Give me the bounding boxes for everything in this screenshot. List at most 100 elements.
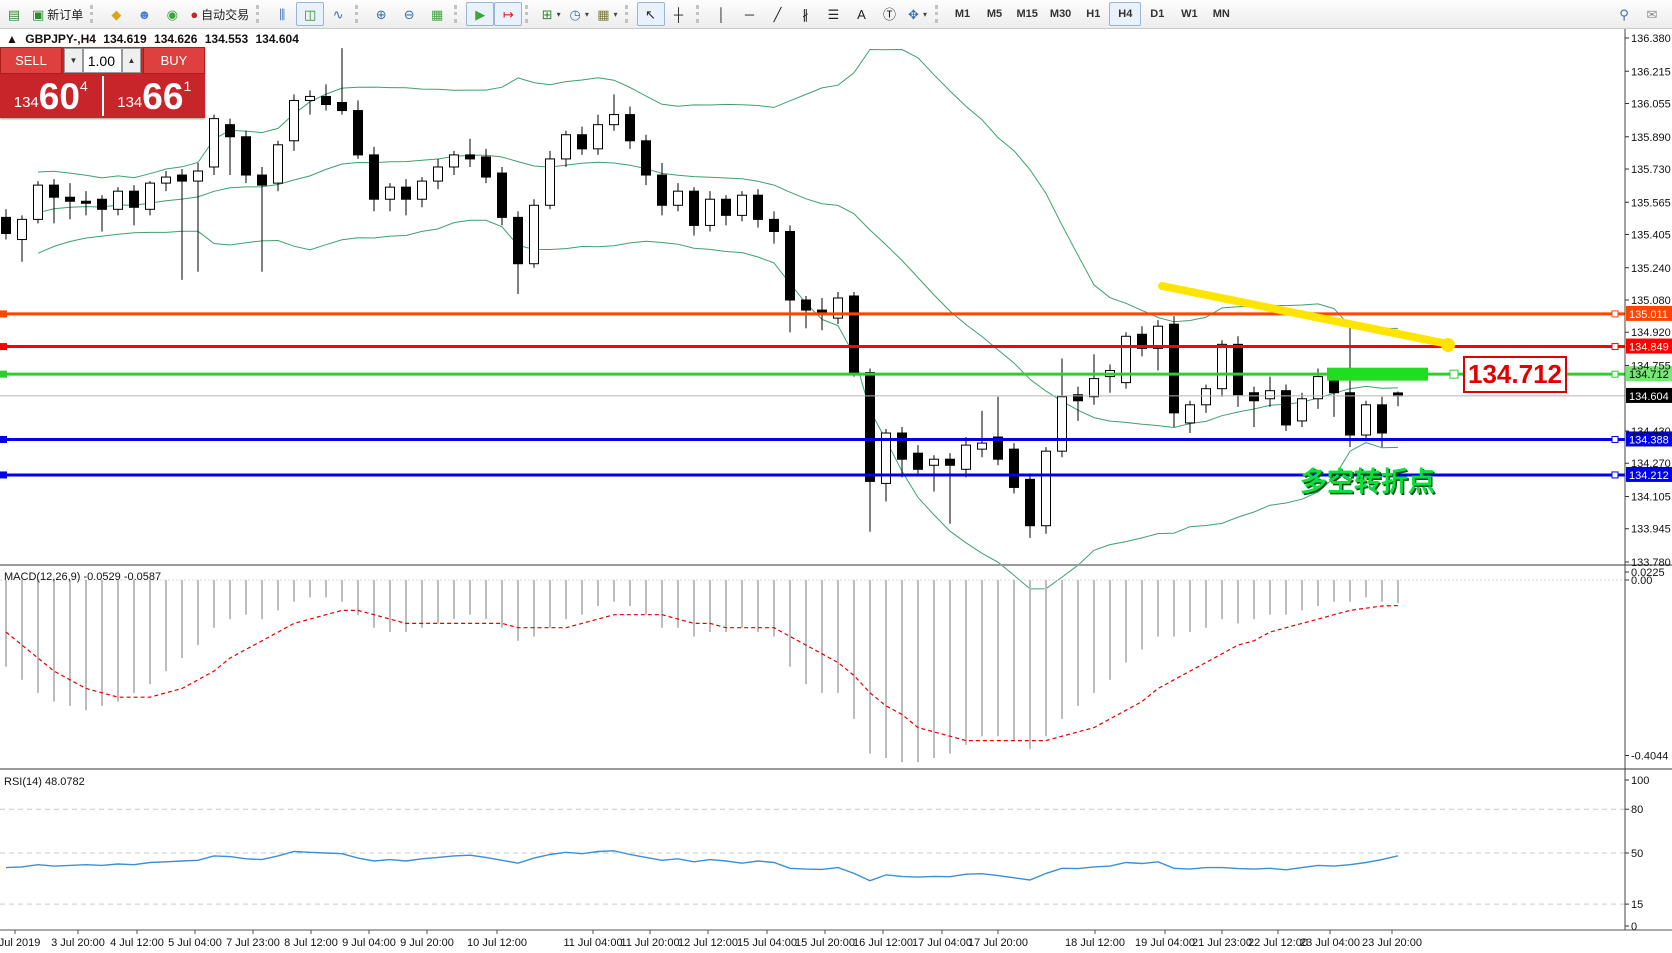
volume-increase-button[interactable]: ▲	[122, 48, 141, 73]
toolbar-group-grip	[624, 5, 633, 23]
quote-low: 134.553	[204, 32, 249, 46]
shapes-icon[interactable]: ✥ ▾	[904, 2, 932, 26]
svg-text:135.890: 135.890	[1631, 132, 1671, 144]
svg-text:100: 100	[1631, 775, 1649, 787]
price-divider	[101, 76, 104, 116]
toolbar-group-grip	[525, 5, 533, 23]
annotation-text[interactable]: 多空转折点	[1300, 467, 1435, 497]
svg-text:80: 80	[1631, 804, 1643, 816]
svg-text:134.270: 134.270	[1631, 458, 1671, 470]
svg-text:4 Jul 12:00: 4 Jul 12:00	[110, 937, 164, 949]
timeframe-m15[interactable]: M15	[1016, 8, 1038, 20]
svg-text:15 Jul 20:00: 15 Jul 20:00	[795, 937, 855, 949]
timeframe-h1[interactable]: H1	[1086, 8, 1101, 20]
hline-134.388[interactable]: 134.388	[0, 431, 1672, 447]
candlestick-chart-icon[interactable]: ◫	[296, 2, 325, 26]
templates-icon[interactable]: ▦ ▾	[593, 2, 621, 26]
svg-text:23 Jul 20:00: 23 Jul 20:00	[1362, 937, 1422, 949]
timeframe-h4[interactable]: H4	[1109, 2, 1142, 26]
autotrading-button[interactable]: ● 自动交易	[186, 2, 253, 26]
vertical-line-icon[interactable]: │	[708, 2, 736, 26]
svg-text:11 Jul 20:00: 11 Jul 20:00	[620, 937, 679, 949]
tile-windows-icon[interactable]: ▦	[423, 2, 451, 26]
new-order-button[interactable]: ▣ 新订单	[28, 2, 87, 26]
svg-text:135.565: 135.565	[1631, 197, 1671, 209]
indicators-add-icon[interactable]: ⊞ ▾	[537, 2, 565, 26]
hline-134.212[interactable]: 134.212	[0, 466, 1672, 482]
hline-134.849[interactable]: 134.849	[0, 338, 1672, 354]
volume-input[interactable]: 1.00	[83, 48, 122, 73]
svg-text:15: 15	[1631, 899, 1643, 911]
timeframe-mn[interactable]: MN	[1212, 8, 1230, 20]
volume-decrease-button[interactable]: ▼	[64, 48, 83, 73]
timeframe-d1[interactable]: D1	[1150, 8, 1165, 20]
highlight-bar[interactable]	[1327, 367, 1428, 381]
sell-price-prefix: 134	[13, 93, 39, 111]
new-order-button-label: 新订单	[47, 7, 84, 22]
buy-price[interactable]: 134 66 1	[104, 74, 206, 118]
chevron-down-icon[interactable]: ▾	[556, 9, 561, 19]
sell-price-big: 60	[38, 75, 80, 117]
chevron-down-icon[interactable]: ▾	[922, 9, 927, 19]
line-chart-icon[interactable]: ∿	[324, 2, 352, 26]
equidistant-channel-icon[interactable]: ∦	[792, 2, 820, 26]
timeframe-m1[interactable]: M1	[954, 8, 971, 20]
buy-button[interactable]: BUY	[143, 47, 205, 74]
vertical-line-icon: │	[717, 6, 726, 22]
auto-scroll-icon[interactable]: ▶	[466, 2, 495, 26]
signals-icon: ◉	[166, 6, 178, 22]
timeframe-m5[interactable]: M5	[986, 8, 1003, 20]
price-callout-box[interactable]: 134.712	[1463, 356, 1567, 393]
candlestick-chart-icon: ◫	[304, 6, 317, 22]
svg-text:23 Jul 04:00: 23 Jul 04:00	[1300, 937, 1360, 949]
fibonacci-icon[interactable]: ☰	[820, 2, 848, 26]
crosshair-icon[interactable]: ┼	[665, 2, 693, 26]
chat-icon[interactable]: ✉	[1638, 2, 1666, 26]
equidistant-channel-icon: ∦	[802, 6, 809, 22]
chart-shift-icon: ↦	[502, 6, 514, 22]
svg-text:0: 0	[1631, 921, 1637, 933]
timeframe-m30[interactable]: M30	[1049, 8, 1072, 20]
bar-chart-icon: ⫼	[279, 6, 286, 22]
sell-button[interactable]: SELL	[0, 47, 62, 74]
chevron-down-icon[interactable]: ▾	[613, 9, 618, 19]
svg-text:134.105: 134.105	[1631, 492, 1671, 504]
hline-135.011[interactable]: 135.011	[0, 305, 1672, 321]
svg-text:134.430: 134.430	[1631, 426, 1671, 438]
periods-icon[interactable]: ◷ ▾	[565, 2, 593, 26]
svg-text:136.380: 136.380	[1631, 33, 1671, 45]
chart-shift-icon[interactable]: ↦	[494, 2, 523, 26]
svg-text:15 Jul 04:00: 15 Jul 04:00	[737, 937, 797, 949]
app-icon: ▤	[0, 2, 28, 26]
timeframe-w1[interactable]: W1	[1181, 8, 1198, 20]
cursor-icon[interactable]: ↖	[636, 2, 665, 26]
profile-icon[interactable]: ☻	[130, 2, 158, 26]
trendline[interactable]	[1158, 282, 1452, 348]
svg-text:-0.4044: -0.4044	[1631, 751, 1668, 763]
zoom-out-icon[interactable]: ⊖	[395, 2, 423, 26]
sell-price[interactable]: 134 60 4	[0, 74, 102, 118]
signals-icon[interactable]: ◉	[158, 2, 186, 26]
text-icon[interactable]: A	[848, 2, 876, 26]
horizontal-line-icon[interactable]: ─	[736, 2, 764, 26]
svg-text:18 Jul 12:00: 18 Jul 12:00	[1065, 937, 1125, 949]
trendline-icon: ╱	[773, 6, 782, 22]
chevron-down-icon[interactable]: ▾	[584, 9, 589, 19]
svg-text:136.055: 136.055	[1631, 99, 1671, 111]
symbol-period: GBPJPY-,H4	[25, 32, 96, 46]
bar-chart-icon[interactable]: ⫼	[268, 2, 296, 26]
svg-text:135.011: 135.011	[1629, 309, 1668, 321]
text-label-icon[interactable]: Ⓣ	[876, 2, 904, 26]
history-center-icon[interactable]: ◆	[102, 2, 130, 26]
macd-histogram	[5, 580, 1399, 763]
trendline-icon[interactable]: ╱	[764, 2, 792, 26]
bollinger-middle-band	[37, 154, 1399, 429]
time-axis[interactable]: 3 Jul 2019 3 Jul 20:00 4 Jul 12:00 5 Jul 04…	[0, 930, 1422, 949]
templates-icon: ▦	[597, 6, 610, 22]
zoom-in-icon[interactable]: ⊕	[367, 2, 395, 26]
search-icon[interactable]: ⚲	[1610, 2, 1638, 26]
new-order-button: ▣	[32, 6, 45, 22]
svg-text:17 Jul 20:00: 17 Jul 20:00	[968, 937, 1028, 949]
